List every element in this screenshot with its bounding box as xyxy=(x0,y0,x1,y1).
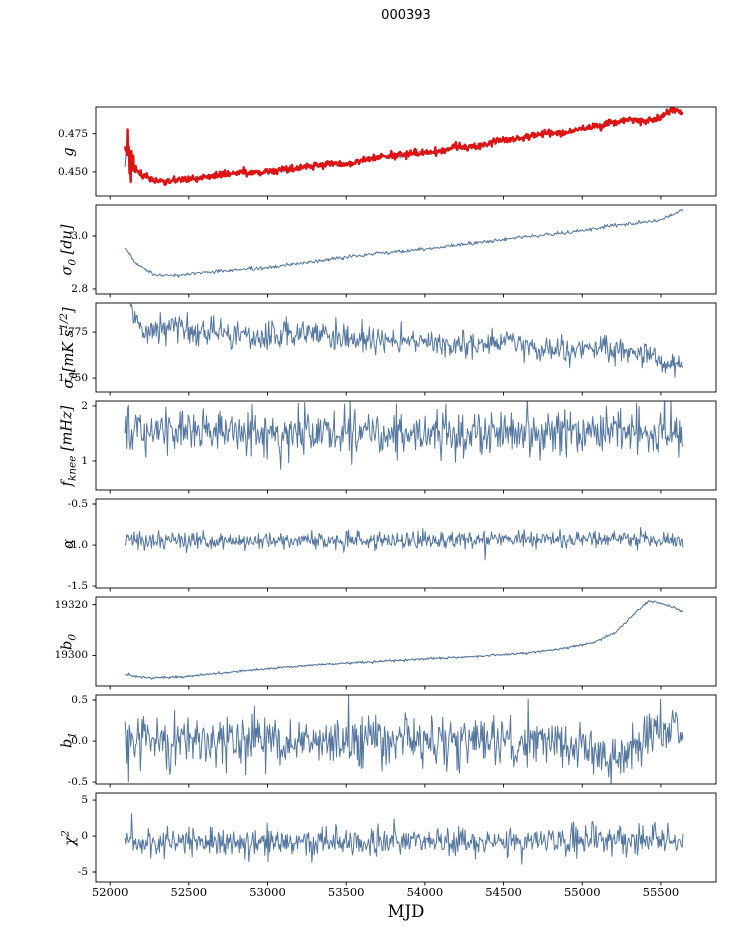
y-tick-label: 0.0 xyxy=(71,735,88,748)
y-tick-label: -5 xyxy=(77,865,88,878)
y-tick-label: -1.0 xyxy=(67,539,88,552)
plot-area xyxy=(90,787,722,888)
y-tick-label: 0.450 xyxy=(57,165,88,178)
x-tick-label: 54000 xyxy=(406,885,444,899)
x-tick-label: 52500 xyxy=(170,885,208,899)
y-tick-label: 1 xyxy=(81,454,88,467)
y-axis-label: σ0 [du] xyxy=(59,223,79,276)
subplot-5: -1.5 -1.0 -0.5 α xyxy=(61,493,722,594)
y-tick-label: -1.5 xyxy=(67,580,88,593)
subplot-7: -0.5 0.0 0.5 b1 xyxy=(60,689,722,790)
y-axis-label: σ0[mK s1/2] xyxy=(58,306,80,389)
subplot-4: 1 2 fknee [mHz] xyxy=(60,395,722,496)
y-tick-label: 19320 xyxy=(54,598,88,611)
subplot-3: 1.750 1.775 σ0[mK s1/2] xyxy=(58,297,722,398)
y-tick-label: 0.475 xyxy=(57,127,88,140)
plot-area xyxy=(90,395,722,496)
plot-area xyxy=(90,297,722,398)
subplot-8: -5 0 5 χ2 52000 52500 53000 53500 54000 54500 5500… xyxy=(60,787,722,899)
y-tick-label: -0.5 xyxy=(67,776,88,789)
plot-area xyxy=(90,199,722,300)
y-tick-label: 1.750 xyxy=(57,372,88,385)
y-axis-label: b1 xyxy=(59,731,79,748)
y-axis-label: α xyxy=(61,538,77,549)
y-axis-label: fknee [mHz] xyxy=(59,405,79,486)
x-tick-label: 55500 xyxy=(642,885,680,899)
y-axis-label: b0 xyxy=(59,633,79,650)
chart-title: 000393 xyxy=(381,8,431,23)
subplot-1: 0.450 0.475 g xyxy=(58,101,722,202)
x-tick-label: 53500 xyxy=(327,885,365,899)
plot-area xyxy=(90,591,722,692)
x-tick-label: 54500 xyxy=(485,885,522,899)
x-tick-label: 55000 xyxy=(563,885,601,899)
y-tick-label: 2.8 xyxy=(71,282,88,295)
subplot-2: 2.8 3.0 σ0 [du] xyxy=(60,199,722,300)
y-tick-label: 0 xyxy=(81,830,88,843)
plot-area xyxy=(90,101,722,202)
y-tick-label: 3.0 xyxy=(71,229,88,242)
plot-area xyxy=(90,493,722,594)
y-tick-label: 0.5 xyxy=(71,694,88,706)
y-tick-label: 2 xyxy=(81,399,88,412)
y-tick-label: -0.5 xyxy=(67,498,88,510)
y-axis-label: χ2 xyxy=(59,829,79,846)
subplot-6: 19300 19320 b0 xyxy=(55,591,722,692)
x-tick-label: 53000 xyxy=(249,885,286,899)
y-tick-label: 5 xyxy=(81,794,88,807)
x-axis-label: MJD xyxy=(387,902,425,921)
x-tick-label: 52000 xyxy=(91,885,129,899)
plot-area xyxy=(90,689,722,790)
y-axis-label: g xyxy=(61,146,77,157)
y-tick-label: 1.775 xyxy=(57,326,88,339)
y-tick-label: 19300 xyxy=(54,649,88,662)
